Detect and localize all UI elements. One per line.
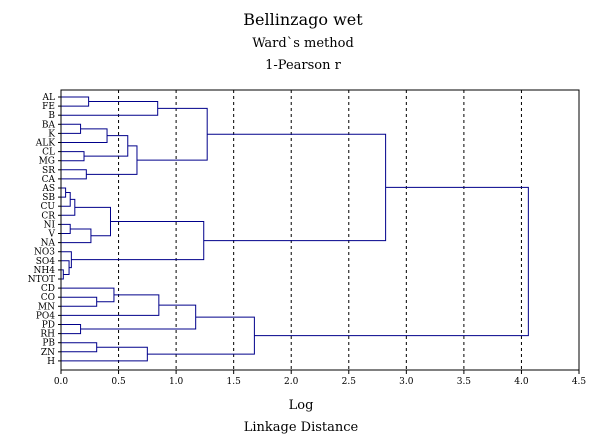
leaf-label: AS [41, 184, 55, 194]
leaf-label: NI [44, 220, 56, 230]
leaf-label: CU [41, 202, 56, 212]
dendrogram-link [74, 206, 111, 237]
dendrogram-link [147, 316, 255, 355]
leaf-label: CL [42, 148, 55, 158]
leaf-label: K [48, 129, 55, 139]
x-tick-label: 2.5 [342, 377, 357, 387]
leaf-label: NA [41, 239, 56, 249]
x-tick-label: 4.0 [514, 377, 529, 387]
leaf-label: BA [42, 120, 56, 130]
dendrogram-link [61, 324, 82, 335]
leaf-label: V [48, 230, 56, 240]
leaf-label: SO4 [36, 257, 56, 267]
x-axis-label-2: Linkage Distance [244, 420, 359, 435]
leaf-label: CR [41, 211, 55, 221]
dendrogram-link [61, 151, 85, 162]
leaf-label: AL [42, 93, 55, 103]
x-tick-label: 0.0 [54, 377, 69, 387]
leaf-label: NH4 [34, 266, 56, 276]
x-tick-label: 3.5 [457, 377, 472, 387]
dendrogram-link [61, 346, 148, 362]
dendrogram-links [61, 96, 529, 362]
dendrogram-link [61, 198, 76, 216]
dendrogram-link [61, 96, 90, 107]
dendrogram-link [254, 186, 529, 337]
chart-subtitle-2: 1-Pearson r [265, 58, 341, 73]
dendrogram-link [61, 228, 92, 244]
leaf-label: PO4 [36, 311, 55, 321]
dendrogram-link [61, 128, 108, 143]
leaf-label: RH [40, 330, 55, 340]
leaf-label: SB [42, 193, 55, 203]
dendrogram-link [61, 294, 160, 316]
dendrogram-link [61, 269, 64, 280]
leaf-label: PB [42, 339, 55, 349]
dendrogram-link [61, 296, 98, 307]
dendrogram-link [203, 133, 387, 242]
dendrogram-link [61, 169, 87, 180]
leaf-label: MN [38, 302, 55, 312]
dendrogram-link [86, 145, 138, 175]
x-tick-label: 3.0 [399, 377, 414, 387]
dendrogram-link [61, 251, 72, 269]
dendrogram-link [84, 135, 129, 157]
dendrogram-link [136, 107, 208, 161]
leaf-label: NTOT [28, 275, 55, 285]
dendrogram-link [61, 342, 98, 353]
chart-subtitle: Ward`s method [252, 36, 354, 51]
leaf-label: H [47, 357, 55, 367]
plot-frame [60, 89, 580, 371]
leaf-label: CD [41, 284, 55, 294]
leaf-label: PD [42, 321, 55, 331]
leaf-label: CO [41, 293, 55, 303]
x-tick-label: 4.5 [572, 377, 587, 387]
dendrogram-link [61, 260, 70, 275]
dendrogram-link [61, 101, 159, 116]
x-tick-label: 1.5 [227, 377, 242, 387]
x-axis-ticks: 0.0 0.5 1.0 1.5 2.0 2.5 3.0 3.5 4.0 4.5 [54, 370, 587, 387]
x-axis-label: Log [289, 398, 314, 413]
chart-title: Bellinzago wet [243, 10, 363, 29]
leaf-labels: ALFEBBAKALKCLMGSRCAASSBCUCRNIVNANO3SO4NH… [28, 93, 61, 367]
dendrogram-link [61, 187, 67, 198]
x-tick-label: 0.5 [111, 377, 126, 387]
x-tick-label: 1.0 [169, 377, 184, 387]
dendrogram-link [61, 123, 82, 134]
leaf-label: SR [42, 166, 55, 176]
dendrogram-link [61, 287, 115, 303]
x-tick-label: 2.0 [284, 377, 299, 387]
leaf-label: FE [42, 102, 55, 112]
leaf-label: B [48, 111, 55, 121]
dendrogram-link [80, 304, 197, 330]
leaf-label: ZN [41, 348, 55, 358]
leaf-label: ALK [35, 139, 55, 149]
dendrogram-link [61, 223, 71, 234]
leaf-label: MG [39, 157, 55, 167]
leaf-label: NO3 [34, 248, 55, 258]
leaf-label: CA [42, 175, 56, 185]
grid-lines [118, 90, 522, 370]
